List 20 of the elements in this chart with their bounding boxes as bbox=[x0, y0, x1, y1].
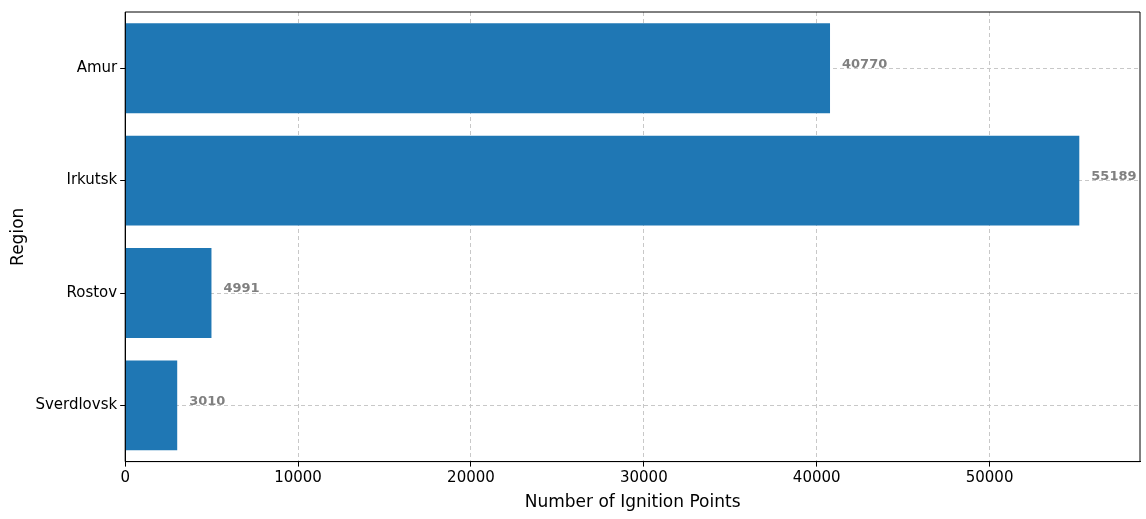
y-axis-title: Region bbox=[6, 207, 27, 266]
y-tick-label: Rostov bbox=[66, 282, 118, 301]
y-tick-label: Amur bbox=[76, 58, 119, 77]
bar bbox=[125, 360, 178, 451]
data-label: 55189 bbox=[1091, 167, 1137, 183]
data-label: 3010 bbox=[189, 392, 226, 408]
x-tick-label: 20000 bbox=[447, 468, 495, 487]
x-tick-label: 40000 bbox=[792, 468, 841, 487]
bar bbox=[125, 135, 1080, 226]
x-tick-label: 0 bbox=[120, 468, 130, 487]
x-tick-label: 50000 bbox=[965, 468, 1014, 487]
bar bbox=[125, 248, 212, 338]
bar bbox=[125, 23, 831, 114]
data-label: 4991 bbox=[223, 280, 260, 296]
x-tick-label: 30000 bbox=[619, 468, 668, 487]
data-label: 40770 bbox=[842, 55, 888, 71]
y-tick-label: Sverdlovsk bbox=[35, 395, 118, 414]
y-tick-label: Irkutsk bbox=[66, 170, 118, 189]
x-tick-label: 10000 bbox=[274, 468, 322, 487]
x-axis-title: Number of Ignition Points bbox=[524, 491, 741, 512]
